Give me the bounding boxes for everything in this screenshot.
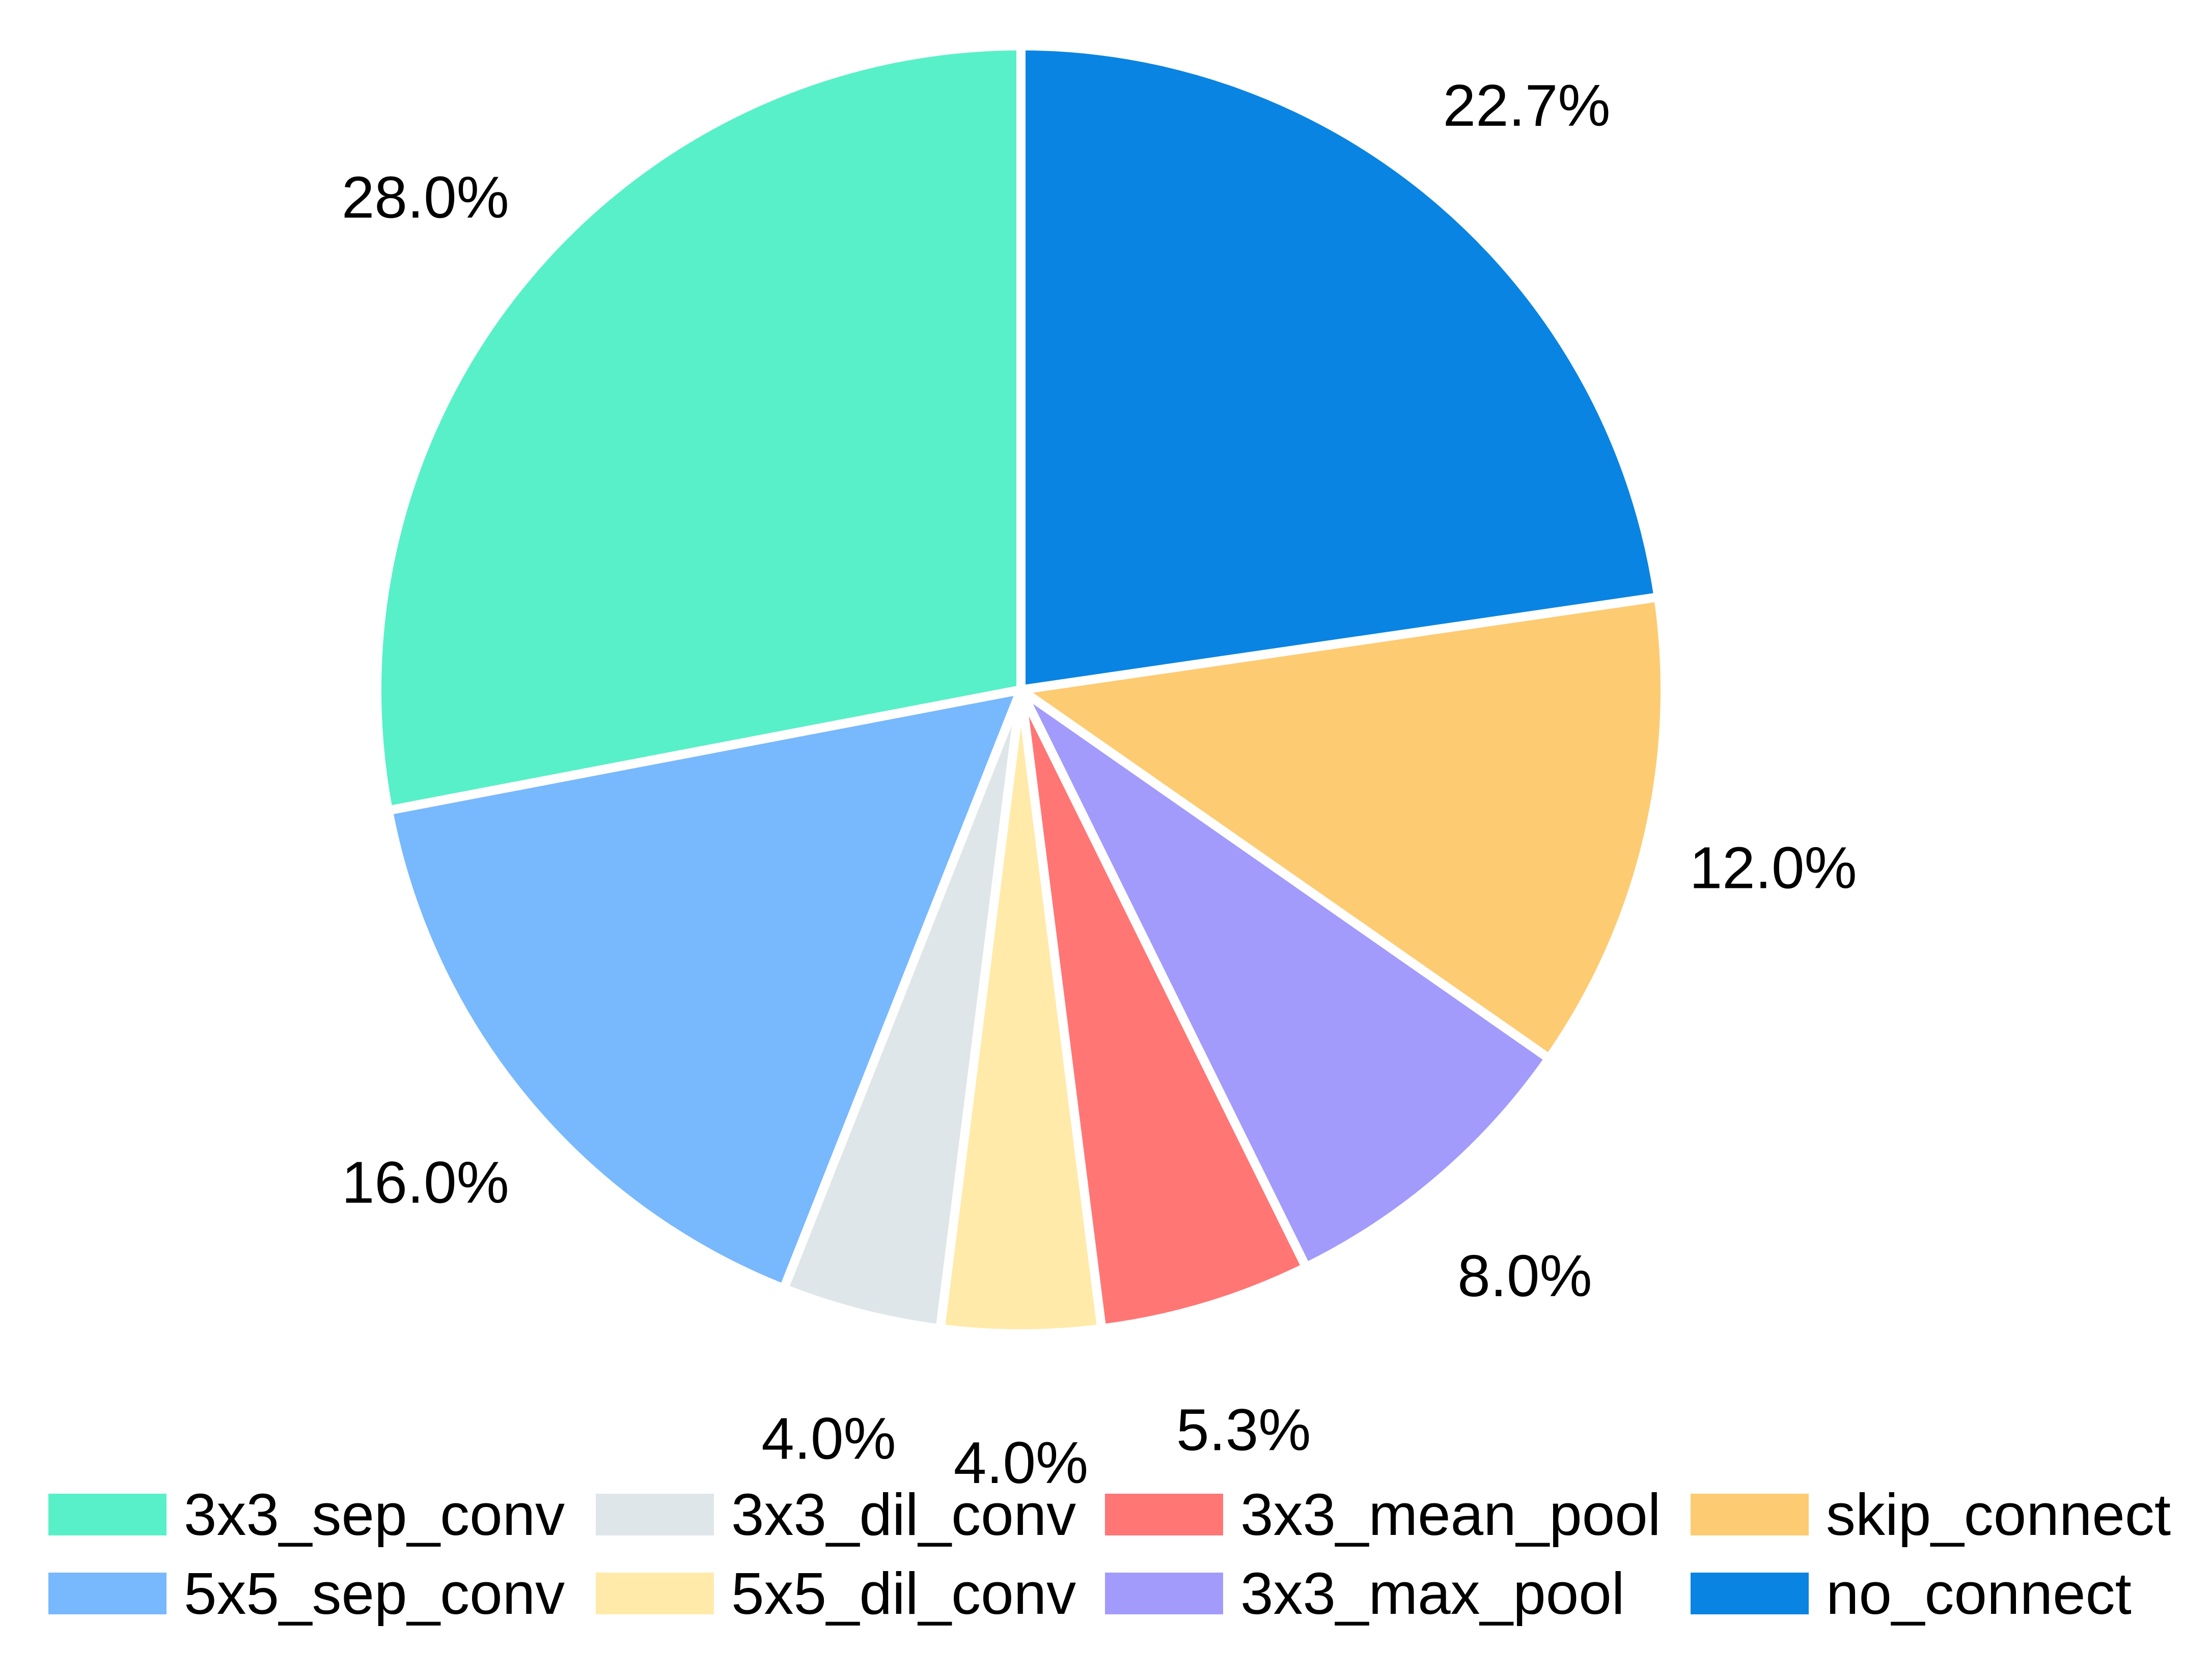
legend-label-5x5-sep-conv: 5x5_sep_conv: [184, 1560, 565, 1627]
pie-slice-5x5-sep-conv: [383, 685, 1026, 1294]
percentage-labels: 28.0% 16.0% 4.0% 4.0% 5.3% 8.0% 12.0% 22.7%: [342, 72, 1857, 1496]
legend-item-3x3-sep-conv: 3x3_sep_conv: [48, 1481, 565, 1548]
legend-item-skip-connect: skip_connect: [1691, 1481, 2171, 1548]
pct-label-5x5-sep-conv: 16.0%: [342, 1150, 509, 1216]
pie-slices: [372, 41, 1670, 1338]
legend-swatch-skip-connect: [1691, 1494, 1809, 1535]
pie-slice-no-connect: [1016, 41, 1663, 694]
pct-label-5x5-dil-conv: 4.0%: [954, 1430, 1088, 1496]
legend-item-5x5-dil-conv: 5x5_dil_conv: [596, 1560, 1076, 1627]
legend-label-3x3-max-pool: 3x3_max_pool: [1240, 1560, 1625, 1627]
pct-label-3x3-sep-conv: 28.0%: [342, 164, 509, 230]
pie-slice-skip-connect: [1016, 592, 1670, 1064]
legend-label-3x3-dil-conv: 3x3_dil_conv: [731, 1481, 1076, 1548]
legend: 3x3_sep_conv 5x5_sep_conv 3x3_dil_conv 5x5_…: [48, 1481, 2171, 1627]
pie-slice-3x3-mean-pool: [1016, 685, 1311, 1334]
legend-item-5x5-sep-conv: 5x5_sep_conv: [48, 1560, 565, 1627]
pie-slice-3x3-dil-conv: [779, 685, 1026, 1334]
pie-slice-5x5-dil-conv: [935, 685, 1107, 1338]
legend-item-3x3-max-pool: 3x3_max_pool: [1105, 1560, 1625, 1627]
pct-label-3x3-max-pool: 8.0%: [1457, 1243, 1592, 1309]
legend-label-3x3-sep-conv: 3x3_sep_conv: [184, 1481, 565, 1548]
legend-item-no-connect: no_connect: [1691, 1560, 2132, 1627]
legend-swatch-5x5-sep-conv: [48, 1573, 167, 1614]
pct-label-3x3-dil-conv: 4.0%: [761, 1405, 896, 1471]
legend-swatch-no-connect: [1691, 1573, 1809, 1614]
legend-swatch-3x3-mean-pool: [1105, 1494, 1223, 1535]
pie-slice-3x3-sep-conv: [372, 41, 1026, 816]
legend-label-no-connect: no_connect: [1826, 1560, 2132, 1627]
legend-swatch-3x3-sep-conv: [48, 1494, 167, 1535]
pct-label-skip-connect: 12.0%: [1690, 835, 1857, 901]
legend-swatch-3x3-max-pool: [1105, 1573, 1223, 1614]
pct-label-no-connect: 22.7%: [1443, 72, 1611, 138]
legend-label-3x3-mean-pool: 3x3_mean_pool: [1240, 1481, 1661, 1548]
legend-swatch-3x3-dil-conv: [596, 1494, 714, 1535]
pie-slice-3x3-max-pool: [1016, 685, 1554, 1272]
legend-item-3x3-mean-pool: 3x3_mean_pool: [1105, 1481, 1661, 1548]
legend-label-skip-connect: skip_connect: [1826, 1481, 2171, 1548]
legend-item-3x3-dil-conv: 3x3_dil_conv: [596, 1481, 1076, 1548]
pct-label-3x3-mean-pool: 5.3%: [1176, 1397, 1311, 1463]
legend-swatch-5x5-dil-conv: [596, 1573, 714, 1614]
legend-label-5x5-dil-conv: 5x5_dil_conv: [731, 1560, 1076, 1627]
